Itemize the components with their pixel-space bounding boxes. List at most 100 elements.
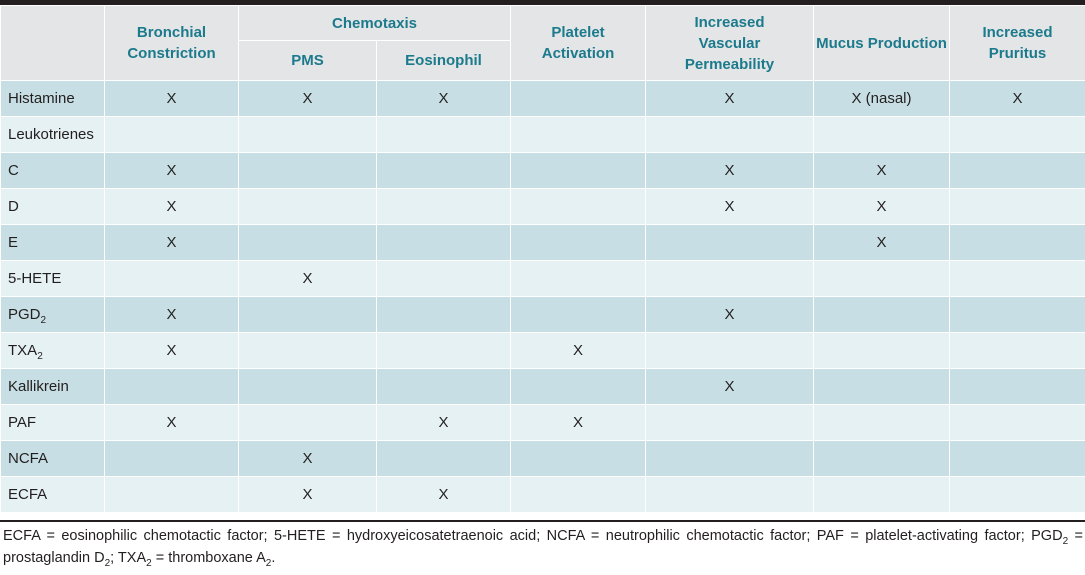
table-cell: X: [813, 224, 950, 261]
row-label-subscript: 2: [37, 351, 43, 362]
header-mucus-label: Mucus Production: [816, 34, 947, 52]
row-label-text: Leukotrienes: [8, 126, 94, 143]
footnote: ECFA = eosinophilic chemotactic factor; …: [3, 525, 1083, 569]
header-row-label: [0, 5, 105, 81]
row-label: C: [0, 152, 105, 189]
table-cell: [376, 224, 511, 261]
footnote-sub-3: 2: [146, 557, 152, 569]
table-cell: X: [510, 404, 646, 441]
table-row: ECFA X X: [0, 476, 1085, 513]
table-cell: X: [104, 80, 239, 117]
table-cell: [510, 440, 646, 477]
table-cell: [949, 404, 1085, 441]
header-platelet-label: Platelet Activation: [541, 24, 615, 62]
bottom-rule: [0, 520, 1085, 522]
table-cell: [376, 116, 511, 153]
table-cell: [645, 404, 814, 441]
table-cell: [376, 296, 511, 333]
header-platelet-activation: Platelet Activation: [510, 5, 646, 81]
table-cell: X: [238, 440, 377, 477]
table-cell: X: [645, 296, 814, 333]
table-cell: [376, 152, 511, 189]
table-cell: [238, 224, 377, 261]
table-cell: X: [813, 152, 950, 189]
row-label: TXA2: [0, 332, 105, 369]
table-cell: [645, 332, 814, 369]
footnote-text-1: ECFA = eosinophilic chemotactic factor; …: [3, 528, 1063, 544]
table-cell: X: [645, 368, 814, 405]
table-cell: [510, 368, 646, 405]
table-cell: [104, 368, 239, 405]
row-label: Leukotrienes: [0, 116, 105, 153]
table-row: NCFA X: [0, 440, 1085, 477]
table-cell: X: [813, 188, 950, 225]
header-eosinophil-label: Eosinophil: [405, 52, 482, 69]
header-chemotaxis-group: Chemotaxis: [238, 5, 511, 41]
row-label: ECFA: [0, 476, 105, 513]
table-cell: X: [238, 476, 377, 513]
table-cell: X: [104, 404, 239, 441]
table-cell: [813, 476, 950, 513]
footnote-sub-1: 2: [1062, 535, 1069, 547]
table-cell: X: [238, 260, 377, 297]
table-cell: [949, 152, 1085, 189]
table-cell: X: [645, 152, 814, 189]
table-cell: [104, 260, 239, 297]
footnote-text-3: ; TXA: [110, 550, 147, 566]
table-body: Histamine X X X X X (nasal) X Leukotrienes C X X X D…: [0, 80, 1085, 513]
table-cell: X: [376, 404, 511, 441]
footnote-sub-4: 2: [265, 557, 272, 569]
table-cell: [510, 188, 646, 225]
header-vascular-permeability: Increased Vascular Permeability: [645, 5, 814, 81]
row-label-text: PGD: [8, 306, 41, 323]
row-label: PGD2: [0, 296, 105, 333]
row-label-text: Histamine: [8, 90, 75, 107]
table-cell: [510, 116, 646, 153]
table-cell: [813, 440, 950, 477]
table-cell: [238, 188, 377, 225]
table-cell: [376, 368, 511, 405]
row-label-text: PAF: [8, 414, 37, 431]
row-label-text: D: [8, 198, 19, 215]
table-cell: [238, 116, 377, 153]
table-cell: [949, 296, 1085, 333]
table-cell: [238, 368, 377, 405]
table-cell: [813, 332, 950, 369]
header-pruritus-label: Increased Pruritus: [982, 24, 1053, 62]
table-cell: [376, 188, 511, 225]
footnote-text-4: = thromboxane A: [151, 550, 266, 566]
table-row: Histamine X X X X X (nasal) X: [0, 80, 1085, 117]
header-mucus-production: Mucus Production: [813, 5, 950, 81]
header-increased-pruritus: Increased Pruritus: [949, 5, 1085, 81]
table-cell: [510, 224, 646, 261]
table-row: Leukotrienes: [0, 116, 1085, 153]
table-cell: [949, 260, 1085, 297]
table-cell: [813, 296, 950, 333]
row-label: PAF: [0, 404, 105, 441]
header-pms: PMS: [238, 40, 377, 81]
table-cell: [949, 440, 1085, 477]
table-row: PGD2 X X: [0, 296, 1085, 333]
mediator-effects-table: Bronchial Constriction Chemotaxis Platel…: [0, 5, 1085, 513]
table-cell: [949, 476, 1085, 513]
table-cell: X (nasal): [813, 80, 950, 117]
table-cell: X: [645, 188, 814, 225]
table-cell: [510, 152, 646, 189]
row-label: Histamine: [0, 80, 105, 117]
table-cell: [949, 188, 1085, 225]
table-cell: [376, 260, 511, 297]
footnote-text-2: = prostaglandin D: [3, 528, 1083, 566]
row-label-text: TXA: [8, 342, 38, 359]
table-cell: [949, 368, 1085, 405]
header-eosinophil: Eosinophil: [376, 40, 511, 81]
table-row: 5-HETE X: [0, 260, 1085, 297]
row-label: D: [0, 188, 105, 225]
table-cell: X: [238, 80, 377, 117]
table-cell: [510, 260, 646, 297]
table-cell: [104, 476, 239, 513]
header-bronchial-constriction: Bronchial Constriction: [104, 5, 239, 81]
table-cell: [645, 116, 814, 153]
table-cell: X: [949, 80, 1085, 117]
table-cell: [238, 296, 377, 333]
